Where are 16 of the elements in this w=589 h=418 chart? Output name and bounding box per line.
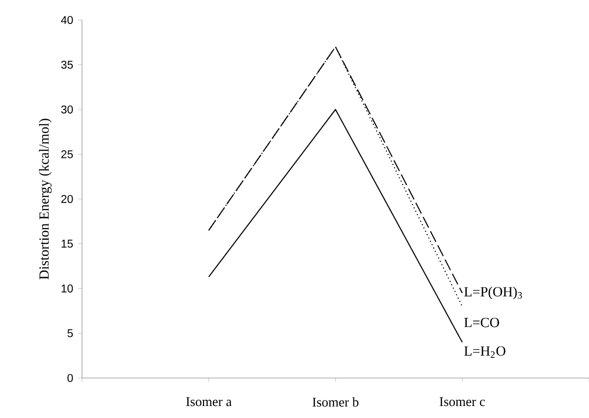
y-tick-label: 25 xyxy=(61,150,73,158)
x-tick-label: Isomer c xyxy=(440,397,485,406)
y-tick-label: 5 xyxy=(68,329,73,338)
y-tick-label: 20 xyxy=(61,195,73,203)
y-axis-title: Distortion Energy (kcal/mol) xyxy=(38,118,52,280)
series-label: L=H$_{2}$O xyxy=(464,346,506,358)
y-tick-label: 35 xyxy=(61,60,73,69)
x-tick-label: Isomer b xyxy=(312,397,358,407)
y-tick-label: 15 xyxy=(62,240,73,248)
series-label: L=CO xyxy=(464,318,500,328)
y-tick-label: 30 xyxy=(61,106,73,114)
series-label: L=P(OH)$_{3}$ xyxy=(464,286,522,300)
y-tick-label: 40 xyxy=(61,16,73,24)
y-tick-label: 0 xyxy=(67,374,73,382)
x-tick-label: Isomer a xyxy=(186,397,232,406)
y-tick-label: 10 xyxy=(62,284,73,292)
